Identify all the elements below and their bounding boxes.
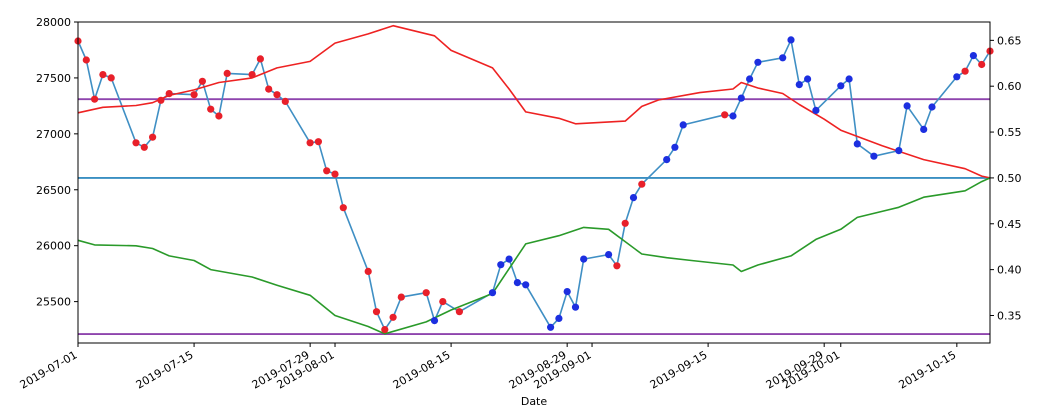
right-tick-label-0: 0.35 <box>997 309 1022 322</box>
data-point-62 <box>837 82 845 90</box>
data-point-38 <box>522 281 530 289</box>
data-point-40 <box>555 314 563 322</box>
data-point-21 <box>314 138 322 146</box>
data-point-14 <box>223 69 231 77</box>
data-point-3 <box>99 71 107 79</box>
data-point-34 <box>488 289 497 297</box>
data-point-63 <box>845 75 853 83</box>
data-point-31 <box>430 317 439 325</box>
data-point-57 <box>779 54 787 62</box>
right-tick-label-5: 0.60 <box>997 80 1022 93</box>
data-point-61 <box>812 106 820 114</box>
data-point-9 <box>165 90 173 98</box>
left-axis: 25500 26000 26500 27000 27500 28000 <box>36 16 78 309</box>
data-point-73 <box>978 60 986 69</box>
left-tick-label-3: 27000 <box>36 128 71 141</box>
left-tick-label-2: 26500 <box>36 184 71 197</box>
data-point-41 <box>563 288 571 296</box>
data-point-2 <box>91 95 99 103</box>
data-point-67 <box>903 102 911 110</box>
data-point-17 <box>265 85 273 93</box>
data-point-5 <box>132 139 140 147</box>
data-point-27 <box>381 326 389 334</box>
data-point-29 <box>397 293 405 301</box>
right-axis: 0.35 0.40 0.45 0.50 0.55 0.60 0.65 <box>990 34 1022 322</box>
data-point-1 <box>82 56 90 64</box>
right-tick-label-3: 0.50 <box>997 172 1022 185</box>
data-point-47 <box>629 194 638 202</box>
data-point-58 <box>787 36 795 44</box>
data-point-68 <box>920 125 928 133</box>
data-point-45 <box>613 262 621 270</box>
data-point-42 <box>571 303 580 311</box>
left-tick-label-4: 27500 <box>36 72 71 85</box>
data-point-65 <box>870 152 878 160</box>
data-point-25 <box>364 267 372 275</box>
data-point-4 <box>107 74 115 82</box>
data-point-10 <box>190 91 198 99</box>
data-point-11 <box>198 77 206 85</box>
data-point-64 <box>853 140 861 148</box>
data-point-12 <box>207 105 215 113</box>
data-point-19 <box>281 97 289 105</box>
data-point-66 <box>895 147 903 155</box>
data-point-24 <box>339 204 347 212</box>
data-point-15 <box>248 71 256 79</box>
data-point-20 <box>306 139 314 147</box>
data-point-8 <box>157 96 165 104</box>
data-point-70 <box>953 73 961 81</box>
data-point-54 <box>737 94 745 102</box>
data-point-37 <box>513 279 522 287</box>
right-tick-label-6: 0.65 <box>997 34 1022 47</box>
data-point-39 <box>547 323 555 331</box>
left-tick-label-5: 28000 <box>36 16 71 29</box>
data-point-18 <box>273 91 281 99</box>
plot-frame <box>77 21 991 344</box>
data-point-46 <box>621 219 629 227</box>
series-line-1 <box>77 24 991 179</box>
x-axis-title: Date <box>521 395 548 408</box>
data-point-44 <box>605 251 613 259</box>
left-tick-label-0: 25500 <box>36 296 71 309</box>
data-point-51 <box>679 121 687 129</box>
data-point-49 <box>663 156 671 164</box>
data-point-60 <box>804 75 812 83</box>
data-point-52 <box>721 111 729 119</box>
data-point-50 <box>671 143 679 151</box>
reference-lines <box>78 98 990 335</box>
data-point-23 <box>331 170 339 178</box>
right-tick-label-1: 0.40 <box>997 264 1022 277</box>
data-point-43 <box>580 255 588 263</box>
data-point-69 <box>928 103 936 111</box>
data-point-16 <box>256 55 264 63</box>
data-point-35 <box>497 261 505 269</box>
data-point-7 <box>149 133 157 141</box>
data-point-36 <box>505 255 513 263</box>
data-point-6 <box>140 143 148 151</box>
left-tick-label-1: 26000 <box>36 240 71 253</box>
data-point-13 <box>215 112 223 120</box>
series-line-2 <box>77 177 991 335</box>
data-point-59 <box>795 81 803 89</box>
data-point-26 <box>372 308 381 316</box>
data-point-32 <box>439 298 447 306</box>
right-tick-label-4: 0.55 <box>997 126 1022 139</box>
data-point-72 <box>969 52 978 60</box>
data-point-53 <box>729 112 737 120</box>
data-point-55 <box>746 75 754 83</box>
price-markers <box>74 36 994 334</box>
data-point-71 <box>961 67 969 75</box>
right-tick-label-2: 0.45 <box>997 218 1022 231</box>
data-point-30 <box>422 289 430 297</box>
data-point-28 <box>389 313 397 321</box>
data-point-33 <box>455 308 463 316</box>
data-point-48 <box>638 180 646 188</box>
data-point-22 <box>323 167 331 175</box>
data-point-56 <box>754 58 762 66</box>
